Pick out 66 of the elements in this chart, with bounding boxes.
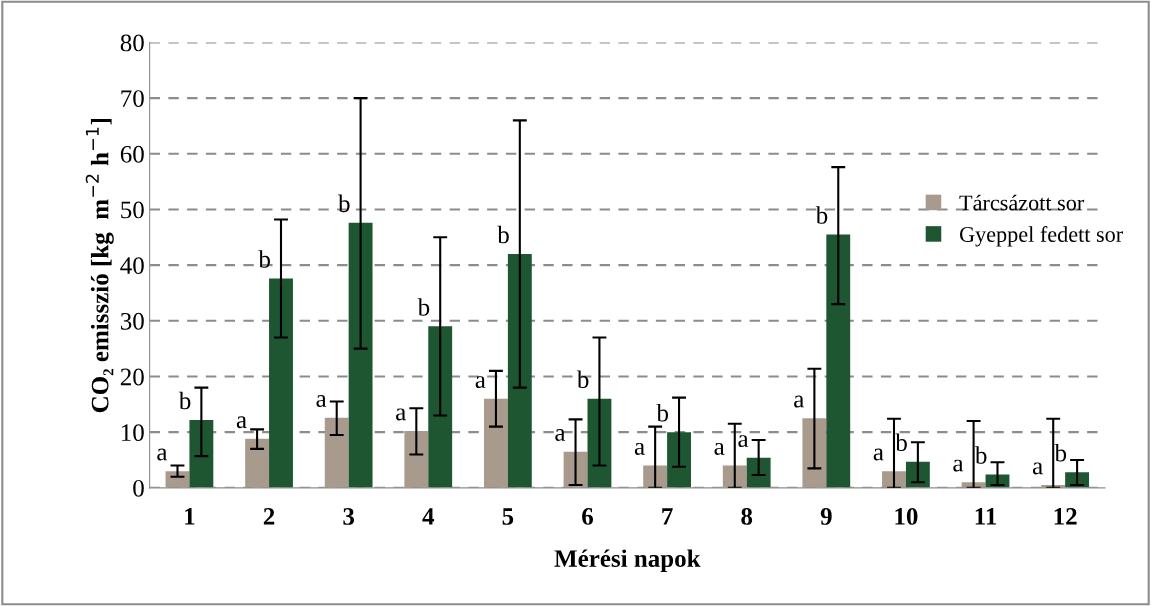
bar <box>882 471 906 488</box>
data-label: a <box>738 435 749 448</box>
y-tick-label: 50 <box>121 201 144 219</box>
bar <box>404 431 429 488</box>
bar <box>826 234 851 488</box>
bar <box>189 419 214 488</box>
data-label: b <box>974 446 987 464</box>
y-tick-label: 80 <box>120 34 144 52</box>
y-tick-label: 10 <box>121 424 144 442</box>
data-label: a <box>555 429 566 441</box>
x-tick-label: 12 <box>1054 508 1077 525</box>
data-label: b <box>815 206 828 224</box>
legend-label: Tárcsázott sor <box>959 194 1085 211</box>
x-tick-label: 8 <box>741 508 753 525</box>
y-tick-label: 40 <box>120 257 144 275</box>
data-label: b <box>656 403 669 422</box>
x-tick-label: 9 <box>820 508 832 525</box>
bar <box>348 222 373 488</box>
y-tick-label: 0 <box>133 479 144 497</box>
data-label: a <box>1032 462 1043 475</box>
data-label: a <box>236 416 247 429</box>
bar <box>722 465 747 488</box>
bar <box>643 465 668 488</box>
data-label: a <box>794 395 805 408</box>
x-tick-label: 3 <box>343 508 355 525</box>
bar <box>269 278 293 488</box>
data-label: a <box>953 459 964 472</box>
data-label: a <box>873 448 884 461</box>
data-label: b <box>895 433 907 452</box>
x-axis-title: Mérési napok <box>554 549 701 573</box>
data-label: b <box>497 225 509 244</box>
x-tick-label: 6 <box>582 508 594 525</box>
data-label: b <box>1054 444 1067 462</box>
bar <box>324 417 349 488</box>
data-label: a <box>475 376 486 389</box>
x-tick-label: 2 <box>263 508 275 525</box>
x-tick-label: 4 <box>422 508 435 525</box>
bar <box>245 438 270 488</box>
legend-label: Gyeppel fedett sor <box>959 226 1123 247</box>
x-tick-label: 1 <box>185 508 195 525</box>
data-label: a <box>634 442 645 455</box>
data-label: a <box>396 408 406 421</box>
y-tick-label: 20 <box>120 368 144 386</box>
data-label: b <box>417 298 430 316</box>
bar <box>746 457 771 488</box>
bar <box>507 253 532 488</box>
data-label: a <box>316 395 327 408</box>
data-label: a <box>714 442 725 455</box>
bar <box>587 398 612 488</box>
y-tick-label: 60 <box>120 145 144 163</box>
data-label: b <box>178 391 191 410</box>
bar <box>667 432 691 488</box>
data-label: a <box>157 448 168 461</box>
x-tick-label: 11 <box>975 508 997 525</box>
data-label: b <box>338 194 350 213</box>
bar <box>428 326 453 488</box>
x-tick-label: 5 <box>502 508 514 525</box>
y-axis-title: CO₂ emisszió [kg m$^{−2}$ h$^{−1}$] <box>85 118 114 413</box>
data-label: b <box>258 250 270 268</box>
x-tick-label: 10 <box>895 508 918 525</box>
data-label: b <box>576 370 589 389</box>
y-tick-label: 70 <box>121 90 144 108</box>
y-tick-label: 30 <box>120 312 144 330</box>
bar <box>802 418 827 488</box>
x-tick-label: 7 <box>662 508 673 525</box>
bar <box>484 398 508 488</box>
